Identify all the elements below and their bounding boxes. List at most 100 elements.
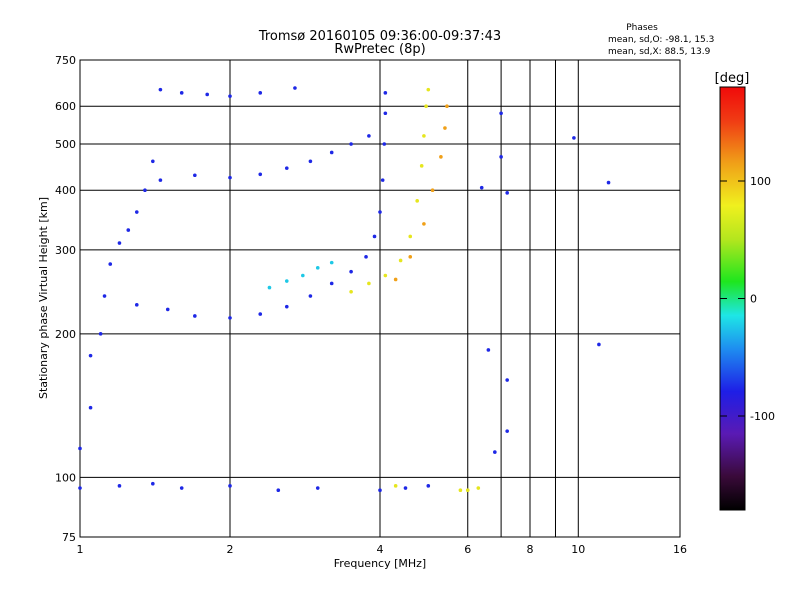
data-point	[349, 142, 353, 146]
data-point	[383, 111, 388, 116]
axis-ticks: 1 2 4 6 8 10 16 75 100 200 300 400 500 600 750	[55, 54, 687, 556]
y-tick-label: 100	[55, 471, 76, 484]
data-point	[88, 405, 93, 410]
data-point	[258, 312, 263, 316]
data-point	[258, 91, 263, 95]
data-point	[426, 87, 431, 92]
data-point	[393, 277, 398, 282]
phases-title: Phases	[626, 23, 658, 33]
data-point	[426, 484, 431, 488]
colorbar-label: [deg]	[715, 71, 750, 86]
data-point	[102, 294, 107, 298]
x-tick-label: 8	[527, 543, 534, 556]
data-point	[383, 273, 388, 278]
x-tick-label: 16	[673, 543, 687, 556]
data-point	[378, 488, 382, 493]
data-point	[301, 273, 305, 278]
data-point	[458, 488, 463, 493]
y-axis-label: Stationary phase Virtual Height [km]	[37, 197, 50, 399]
y-tick-label: 75	[62, 531, 76, 544]
chart-subtitle: RwPretec (8p)	[334, 42, 425, 57]
data-point	[367, 134, 371, 138]
data-point	[284, 304, 289, 309]
data-point	[308, 159, 313, 164]
data-point	[476, 486, 481, 490]
colorbar-tick-label: 100	[750, 175, 771, 188]
phases-o-stats: mean, sd,O: -98.1, 15.3	[608, 35, 714, 45]
data-point	[606, 180, 611, 185]
data-point	[349, 269, 353, 274]
data-point	[151, 159, 155, 164]
data-point	[78, 446, 82, 451]
data-point	[479, 185, 484, 190]
y-tick-label: 200	[55, 328, 76, 341]
data-point	[134, 210, 139, 214]
grid-lines	[79, 60, 680, 537]
data-point	[276, 488, 281, 493]
data-point	[499, 111, 503, 116]
data-point	[424, 104, 428, 109]
colorbar-tick-label: -100	[750, 410, 775, 423]
data-point	[505, 191, 509, 195]
data-point	[439, 155, 443, 159]
data-point	[134, 303, 139, 307]
data-point	[158, 178, 163, 182]
data-point	[415, 199, 419, 203]
data-point	[380, 178, 385, 182]
data-point	[364, 255, 368, 259]
data-point	[372, 234, 377, 239]
x-axis-label: Frequency [MHz]	[334, 557, 426, 570]
x-tick-label: 4	[377, 543, 384, 556]
data-point	[597, 342, 601, 347]
x-tick-label: 6	[464, 543, 471, 556]
data-point	[408, 234, 413, 239]
data-point	[486, 348, 491, 352]
data-points	[78, 86, 611, 493]
data-point	[403, 486, 408, 490]
data-point	[315, 266, 320, 270]
data-point	[117, 241, 122, 245]
data-point	[228, 484, 232, 488]
data-point	[430, 188, 435, 193]
data-point	[98, 332, 103, 336]
data-point	[143, 188, 147, 193]
data-point	[329, 150, 334, 155]
data-point	[293, 86, 297, 90]
y-tick-label: 500	[55, 138, 76, 151]
data-point	[126, 228, 131, 232]
x-tick-label: 1	[77, 543, 84, 556]
data-point	[349, 289, 353, 294]
data-point	[422, 134, 426, 138]
data-point	[258, 172, 263, 177]
data-point	[383, 91, 388, 95]
data-point	[308, 294, 313, 298]
data-point	[398, 258, 403, 263]
data-point	[408, 255, 413, 259]
data-point	[443, 126, 447, 130]
data-point	[179, 486, 184, 490]
data-point	[88, 353, 93, 358]
data-point	[284, 279, 289, 283]
colorbar-tick-label: 0	[750, 293, 757, 306]
data-point	[499, 155, 503, 159]
data-point	[108, 262, 113, 266]
data-point	[419, 164, 424, 168]
x-tick-label: 2	[227, 543, 234, 556]
data-point	[228, 94, 232, 98]
data-point	[284, 166, 289, 170]
data-point	[505, 378, 509, 382]
data-point	[572, 136, 576, 140]
data-point	[267, 285, 272, 290]
data-point	[228, 175, 232, 180]
data-point	[165, 307, 170, 312]
data-point	[78, 486, 82, 490]
data-point	[193, 314, 197, 318]
data-point	[493, 450, 497, 454]
data-point	[367, 281, 371, 286]
x-tick-label: 10	[571, 543, 585, 556]
data-point	[329, 281, 334, 286]
data-point	[117, 484, 122, 488]
data-point	[382, 142, 387, 146]
data-point	[179, 91, 184, 95]
